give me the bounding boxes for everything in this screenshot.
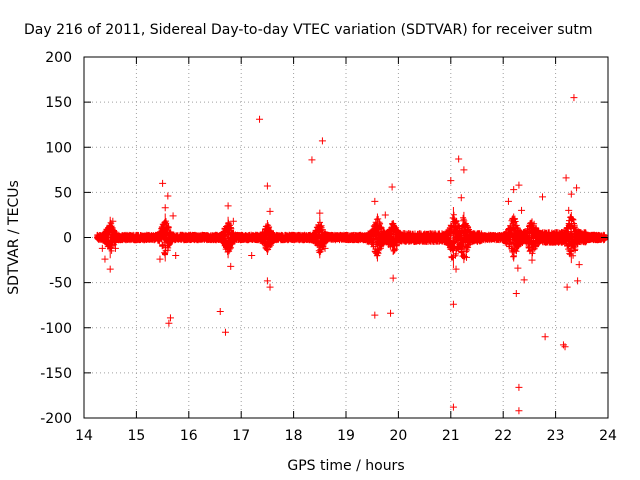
data-point (321, 244, 329, 252)
data-point (248, 252, 256, 260)
data-point (515, 383, 523, 391)
data-point (169, 212, 177, 220)
data-point (518, 206, 526, 214)
data-point (229, 217, 237, 225)
data-point (256, 115, 264, 123)
y-tick-label: 50 (54, 185, 72, 201)
x-tick-label: 14 (75, 428, 93, 444)
data-point (460, 166, 468, 174)
y-tick-label: -200 (40, 411, 72, 427)
data-point (166, 314, 174, 322)
data-point (98, 244, 106, 252)
data-point (156, 255, 164, 263)
data-point (452, 265, 460, 273)
data-point (504, 197, 512, 205)
data-point (514, 264, 522, 272)
y-axis-title: SDTVAR / TECUs (6, 180, 22, 295)
data-point (216, 308, 224, 316)
data-point (447, 177, 455, 185)
data-point (371, 311, 379, 319)
y-tick-label: 150 (45, 95, 72, 111)
data-point (164, 192, 172, 200)
y-tick-label: 100 (45, 140, 72, 156)
data-point (520, 276, 528, 284)
data-point (574, 277, 582, 285)
data-point (559, 341, 567, 349)
x-tick-label: 19 (337, 428, 355, 444)
x-tick-label: 16 (180, 428, 198, 444)
data-point (318, 137, 326, 145)
data-point (159, 179, 167, 187)
y-tick-label: -150 (40, 366, 72, 382)
data-point (455, 155, 463, 163)
data-point (512, 289, 520, 297)
y-tick-label: -50 (49, 276, 72, 292)
x-axis-title: GPS time / hours (287, 458, 404, 474)
data-point (389, 274, 397, 282)
data-point (224, 202, 232, 210)
x-tick-label: 24 (599, 428, 617, 444)
data-point (515, 407, 523, 415)
data-point (541, 333, 549, 341)
x-tick-label: 22 (494, 428, 512, 444)
data-point (263, 277, 271, 285)
data-points (98, 94, 583, 415)
dense-band (94, 211, 609, 261)
x-tick-label: 15 (127, 428, 145, 444)
data-point (575, 261, 583, 269)
data-point (106, 265, 114, 273)
data-point (165, 319, 173, 327)
data-point (381, 211, 389, 219)
axis-ticks: 14 15 16 17 18 19 20 21 22 23 24 200 150 100 50 0 -50 -10… (40, 50, 617, 444)
data-point (308, 156, 316, 164)
y-tick-label: -100 (40, 321, 72, 337)
data-point (565, 206, 573, 214)
y-tick-label: 0 (63, 231, 72, 247)
data-point (371, 197, 379, 205)
x-tick-label: 17 (232, 428, 250, 444)
data-point (570, 94, 578, 102)
data-point (227, 262, 235, 270)
data-point (539, 193, 546, 201)
data-point (463, 253, 471, 261)
x-tick-label: 21 (442, 428, 460, 444)
data-band (94, 206, 609, 269)
data-point (510, 186, 518, 194)
data-point (528, 256, 536, 264)
data-point (109, 217, 117, 225)
y-tick-label: 200 (45, 50, 72, 66)
data-point (266, 207, 274, 215)
data-point (563, 283, 571, 291)
data-point (561, 343, 569, 351)
data-point (161, 204, 169, 212)
data-point (515, 181, 523, 189)
data-point (221, 328, 229, 336)
x-tick-label: 18 (285, 428, 303, 444)
data-point (449, 403, 457, 411)
data-point (101, 255, 109, 263)
data-point (263, 182, 271, 190)
data-point (573, 184, 581, 192)
x-tick-label: 20 (389, 428, 407, 444)
data-point (387, 309, 395, 317)
chart-title: Day 216 of 2011, Sidereal Day-to-day VTE… (24, 22, 593, 38)
data-point (316, 209, 324, 217)
data-point (111, 244, 119, 252)
data-point (388, 183, 396, 191)
data-point (266, 283, 274, 291)
data-point (567, 190, 575, 198)
x-tick-label: 23 (547, 428, 565, 444)
data-point (449, 300, 457, 308)
data-point (562, 174, 570, 182)
data-point (457, 194, 465, 202)
data-point (172, 252, 180, 260)
